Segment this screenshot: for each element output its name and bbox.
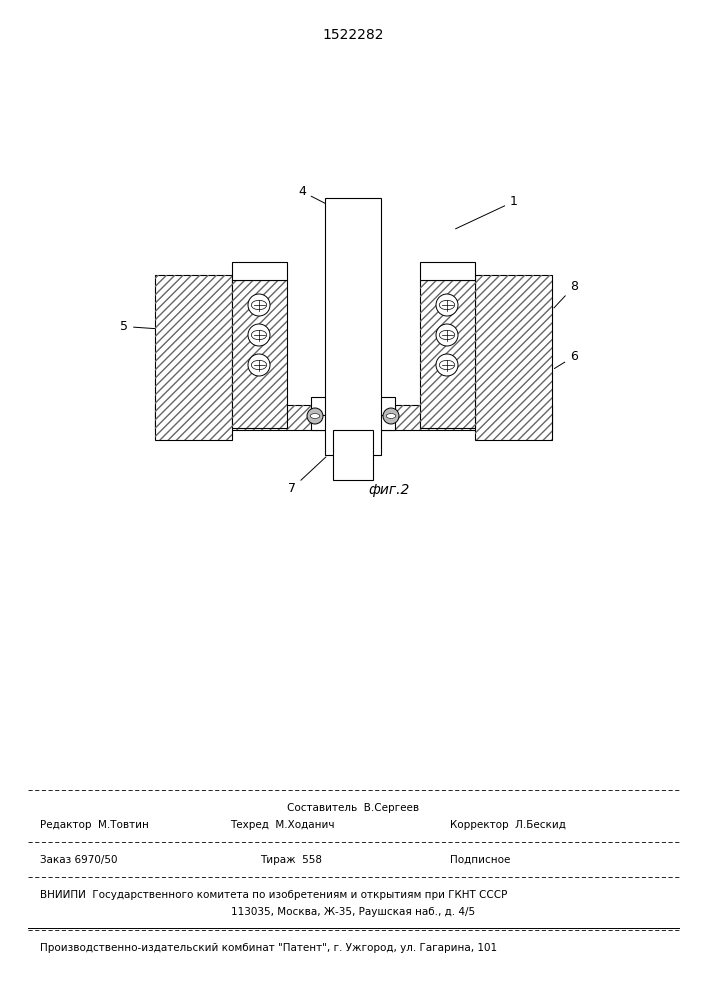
Bar bbox=[420, 280, 475, 428]
Text: 1522282: 1522282 bbox=[322, 28, 384, 42]
Circle shape bbox=[248, 294, 270, 316]
Bar bbox=[155, 275, 232, 440]
Text: Тираж  558: Тираж 558 bbox=[260, 855, 322, 865]
Bar bbox=[475, 275, 552, 440]
Circle shape bbox=[307, 408, 323, 424]
Bar bbox=[155, 405, 552, 430]
Ellipse shape bbox=[251, 300, 267, 310]
Text: 7: 7 bbox=[288, 457, 326, 495]
Circle shape bbox=[436, 324, 458, 346]
Text: Производственно-издательский комбинат "Патент", г. Ужгород, ул. Гагарина, 101: Производственно-издательский комбинат "П… bbox=[40, 943, 497, 953]
Ellipse shape bbox=[386, 414, 396, 418]
Bar bbox=[232, 262, 287, 280]
Text: Заказ 6970/50: Заказ 6970/50 bbox=[40, 855, 117, 865]
Bar bbox=[155, 275, 232, 440]
Text: Корректор  Л.Бескид: Корректор Л.Бескид bbox=[450, 820, 566, 830]
Bar bbox=[475, 275, 552, 440]
Text: 4: 4 bbox=[298, 185, 346, 214]
Circle shape bbox=[248, 324, 270, 346]
Text: 113035, Москва, Ж-35, Раушская наб., д. 4/5: 113035, Москва, Ж-35, Раушская наб., д. … bbox=[231, 907, 475, 917]
Text: 6: 6 bbox=[554, 350, 578, 369]
Bar bbox=[420, 262, 475, 280]
Ellipse shape bbox=[439, 330, 455, 340]
Text: 1: 1 bbox=[455, 195, 518, 229]
Text: Подписное: Подписное bbox=[450, 855, 510, 865]
Bar bbox=[333, 430, 373, 480]
Circle shape bbox=[436, 354, 458, 376]
Bar bbox=[232, 280, 287, 428]
Text: фиг.2: фиг.2 bbox=[368, 483, 409, 497]
Ellipse shape bbox=[439, 300, 455, 310]
Ellipse shape bbox=[310, 414, 320, 418]
Bar bbox=[311, 397, 395, 415]
Bar bbox=[325, 198, 381, 455]
Circle shape bbox=[383, 408, 399, 424]
Text: 5: 5 bbox=[120, 320, 245, 335]
Ellipse shape bbox=[251, 360, 267, 370]
Ellipse shape bbox=[439, 360, 455, 370]
Text: ВНИИПИ  Государственного комитета по изобретениям и открытиям при ГКНТ СССР: ВНИИПИ Государственного комитета по изоб… bbox=[40, 890, 508, 900]
Text: Техред  М.Ходанич: Техред М.Ходанич bbox=[230, 820, 334, 830]
Text: 8: 8 bbox=[554, 280, 578, 308]
Text: Составитель  В.Сергеев: Составитель В.Сергеев bbox=[287, 803, 419, 813]
Circle shape bbox=[436, 294, 458, 316]
Bar bbox=[311, 405, 395, 430]
Text: Редактор  М.Товтин: Редактор М.Товтин bbox=[40, 820, 149, 830]
Bar bbox=[155, 405, 552, 430]
Bar bbox=[232, 280, 287, 428]
Ellipse shape bbox=[251, 330, 267, 340]
Circle shape bbox=[248, 354, 270, 376]
Bar bbox=[420, 280, 475, 428]
